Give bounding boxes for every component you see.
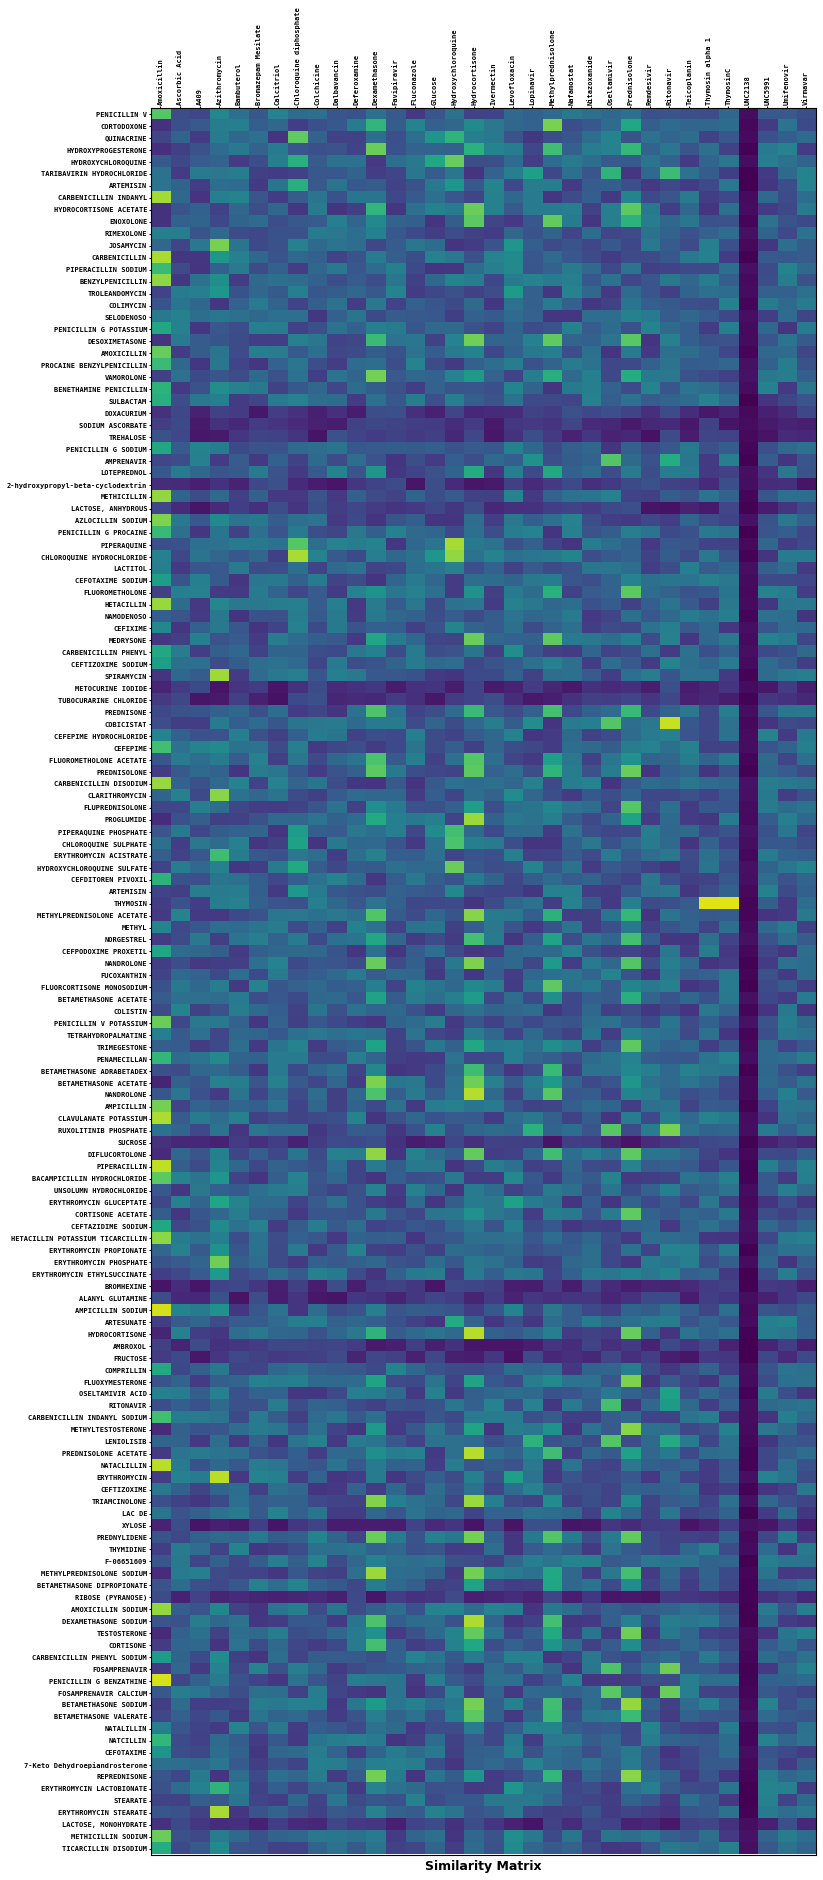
X-axis label: Similarity Matrix: Similarity Matrix (425, 1859, 542, 1872)
